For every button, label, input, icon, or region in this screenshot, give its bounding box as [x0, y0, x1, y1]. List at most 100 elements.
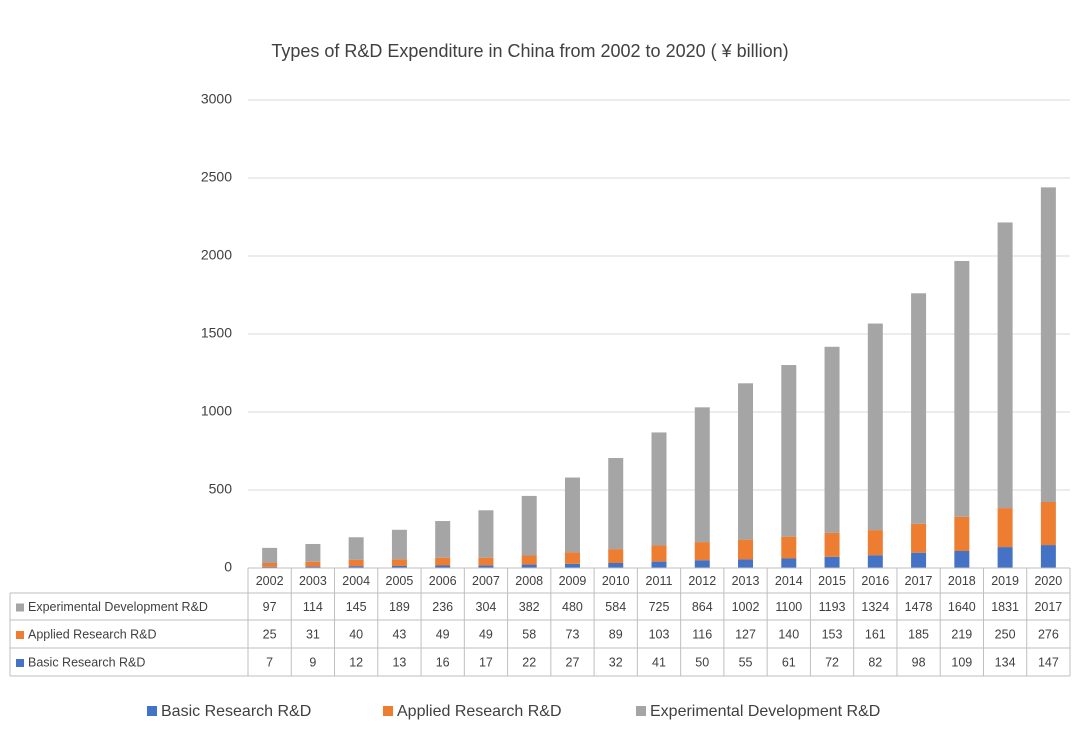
table-cell: 219 — [951, 627, 972, 641]
bar-segment — [521, 555, 537, 565]
table-cell: 9 — [309, 655, 316, 669]
bar-segment — [262, 563, 278, 567]
bar-segment — [348, 566, 364, 568]
table-cell: 185 — [908, 627, 929, 641]
table-cell: 1831 — [991, 600, 1019, 614]
table-cell: 49 — [436, 627, 450, 641]
y-tick-label: 500 — [209, 481, 233, 497]
bar-segment — [867, 530, 883, 556]
table-cell: 189 — [389, 600, 410, 614]
table-cell: 134 — [995, 655, 1016, 669]
table-legend-key — [16, 631, 24, 639]
table-cell: 16 — [436, 655, 450, 669]
legend-key — [147, 706, 157, 716]
table-cell: 7 — [266, 655, 273, 669]
bar-segment — [867, 323, 883, 531]
table-cell: 49 — [479, 627, 493, 641]
bar-segment — [997, 547, 1013, 568]
bar-segment — [608, 458, 624, 550]
bar-segment — [781, 536, 797, 559]
table-cell: 382 — [519, 600, 540, 614]
bar-segment — [824, 346, 840, 533]
bar-segment — [997, 222, 1013, 509]
x-tick-label: 2012 — [688, 574, 716, 588]
table-cell: 116 — [692, 627, 712, 641]
bar-segment — [391, 565, 407, 568]
bar-segment — [954, 550, 970, 568]
table-cell: 32 — [609, 655, 623, 669]
bar-segment — [262, 547, 278, 564]
legend-key — [636, 706, 646, 716]
table-cell: 89 — [609, 627, 623, 641]
legend-label: Basic Research R&D — [161, 703, 311, 720]
bar-segment — [867, 555, 883, 568]
table-cell: 31 — [306, 627, 320, 641]
table-cell: 43 — [392, 627, 406, 641]
table-cell: 61 — [782, 655, 796, 669]
x-tick-label: 2002 — [256, 574, 284, 588]
table-cell: 114 — [303, 600, 323, 614]
bar-segment — [391, 529, 407, 560]
table-cell: 480 — [562, 600, 583, 614]
x-tick-label: 2008 — [515, 574, 543, 588]
table-cell: 97 — [263, 600, 277, 614]
bar-segment — [1040, 545, 1056, 568]
bar-segment — [824, 532, 840, 557]
bar-segment — [694, 542, 710, 561]
table-cell: 2017 — [1034, 600, 1062, 614]
bar-segment — [608, 563, 624, 568]
bar-segment — [651, 432, 667, 546]
table-cell: 236 — [432, 600, 453, 614]
table-cell: 1193 — [819, 600, 846, 614]
bar-segment — [305, 566, 321, 568]
table-cell: 17 — [479, 655, 493, 669]
bar-segment — [694, 407, 710, 543]
bar-segment — [608, 549, 624, 564]
x-tick-label: 2019 — [991, 574, 1019, 588]
x-tick-label: 2006 — [429, 574, 457, 588]
table-cell: 250 — [995, 627, 1016, 641]
x-tick-label: 2004 — [342, 574, 370, 588]
bar-segment — [651, 561, 667, 568]
table-cell: 140 — [778, 627, 799, 641]
bar-segment — [1040, 502, 1056, 546]
bar-segment — [781, 558, 797, 568]
x-tick-label: 2020 — [1034, 574, 1062, 588]
bar-segment — [694, 560, 710, 568]
table-cell: 98 — [912, 655, 926, 669]
legend-label: Experimental Development R&D — [650, 703, 880, 720]
y-tick-label: 1000 — [201, 403, 232, 419]
x-tick-label: 2015 — [818, 574, 846, 588]
bar-segment — [564, 477, 580, 553]
bar-segment — [911, 552, 927, 568]
table-cell: 161 — [865, 627, 886, 641]
bar-segment — [997, 508, 1013, 548]
bar-segment — [435, 565, 451, 568]
bar-segment — [348, 559, 364, 567]
bar-segment — [521, 495, 537, 556]
table-cell: 145 — [346, 600, 367, 614]
table-row-label: Applied Research R&D — [28, 627, 157, 641]
x-tick-label: 2017 — [905, 574, 933, 588]
table-cell: 50 — [695, 655, 709, 669]
table-cell: 276 — [1038, 627, 1059, 641]
table-cell: 1002 — [732, 600, 760, 614]
table-cell: 147 — [1038, 655, 1059, 669]
x-tick-label: 2009 — [559, 574, 587, 588]
bar-segment — [911, 523, 927, 553]
bar-segment — [435, 557, 451, 566]
table-cell: 27 — [566, 655, 580, 669]
table-cell: 13 — [392, 655, 406, 669]
table-cell: 82 — [868, 655, 882, 669]
x-tick-label: 2013 — [732, 574, 760, 588]
bar-segment — [1040, 187, 1056, 503]
table-cell: 109 — [951, 655, 972, 669]
chart-title: Types of R&D Expenditure in China from 2… — [271, 41, 788, 61]
table-cell: 40 — [349, 627, 363, 641]
table-cell: 1640 — [948, 600, 976, 614]
bar-segment — [651, 545, 667, 562]
bar-segment — [954, 516, 970, 551]
x-tick-label: 2010 — [602, 574, 630, 588]
x-tick-label: 2003 — [299, 574, 327, 588]
bar-segment — [954, 260, 970, 517]
